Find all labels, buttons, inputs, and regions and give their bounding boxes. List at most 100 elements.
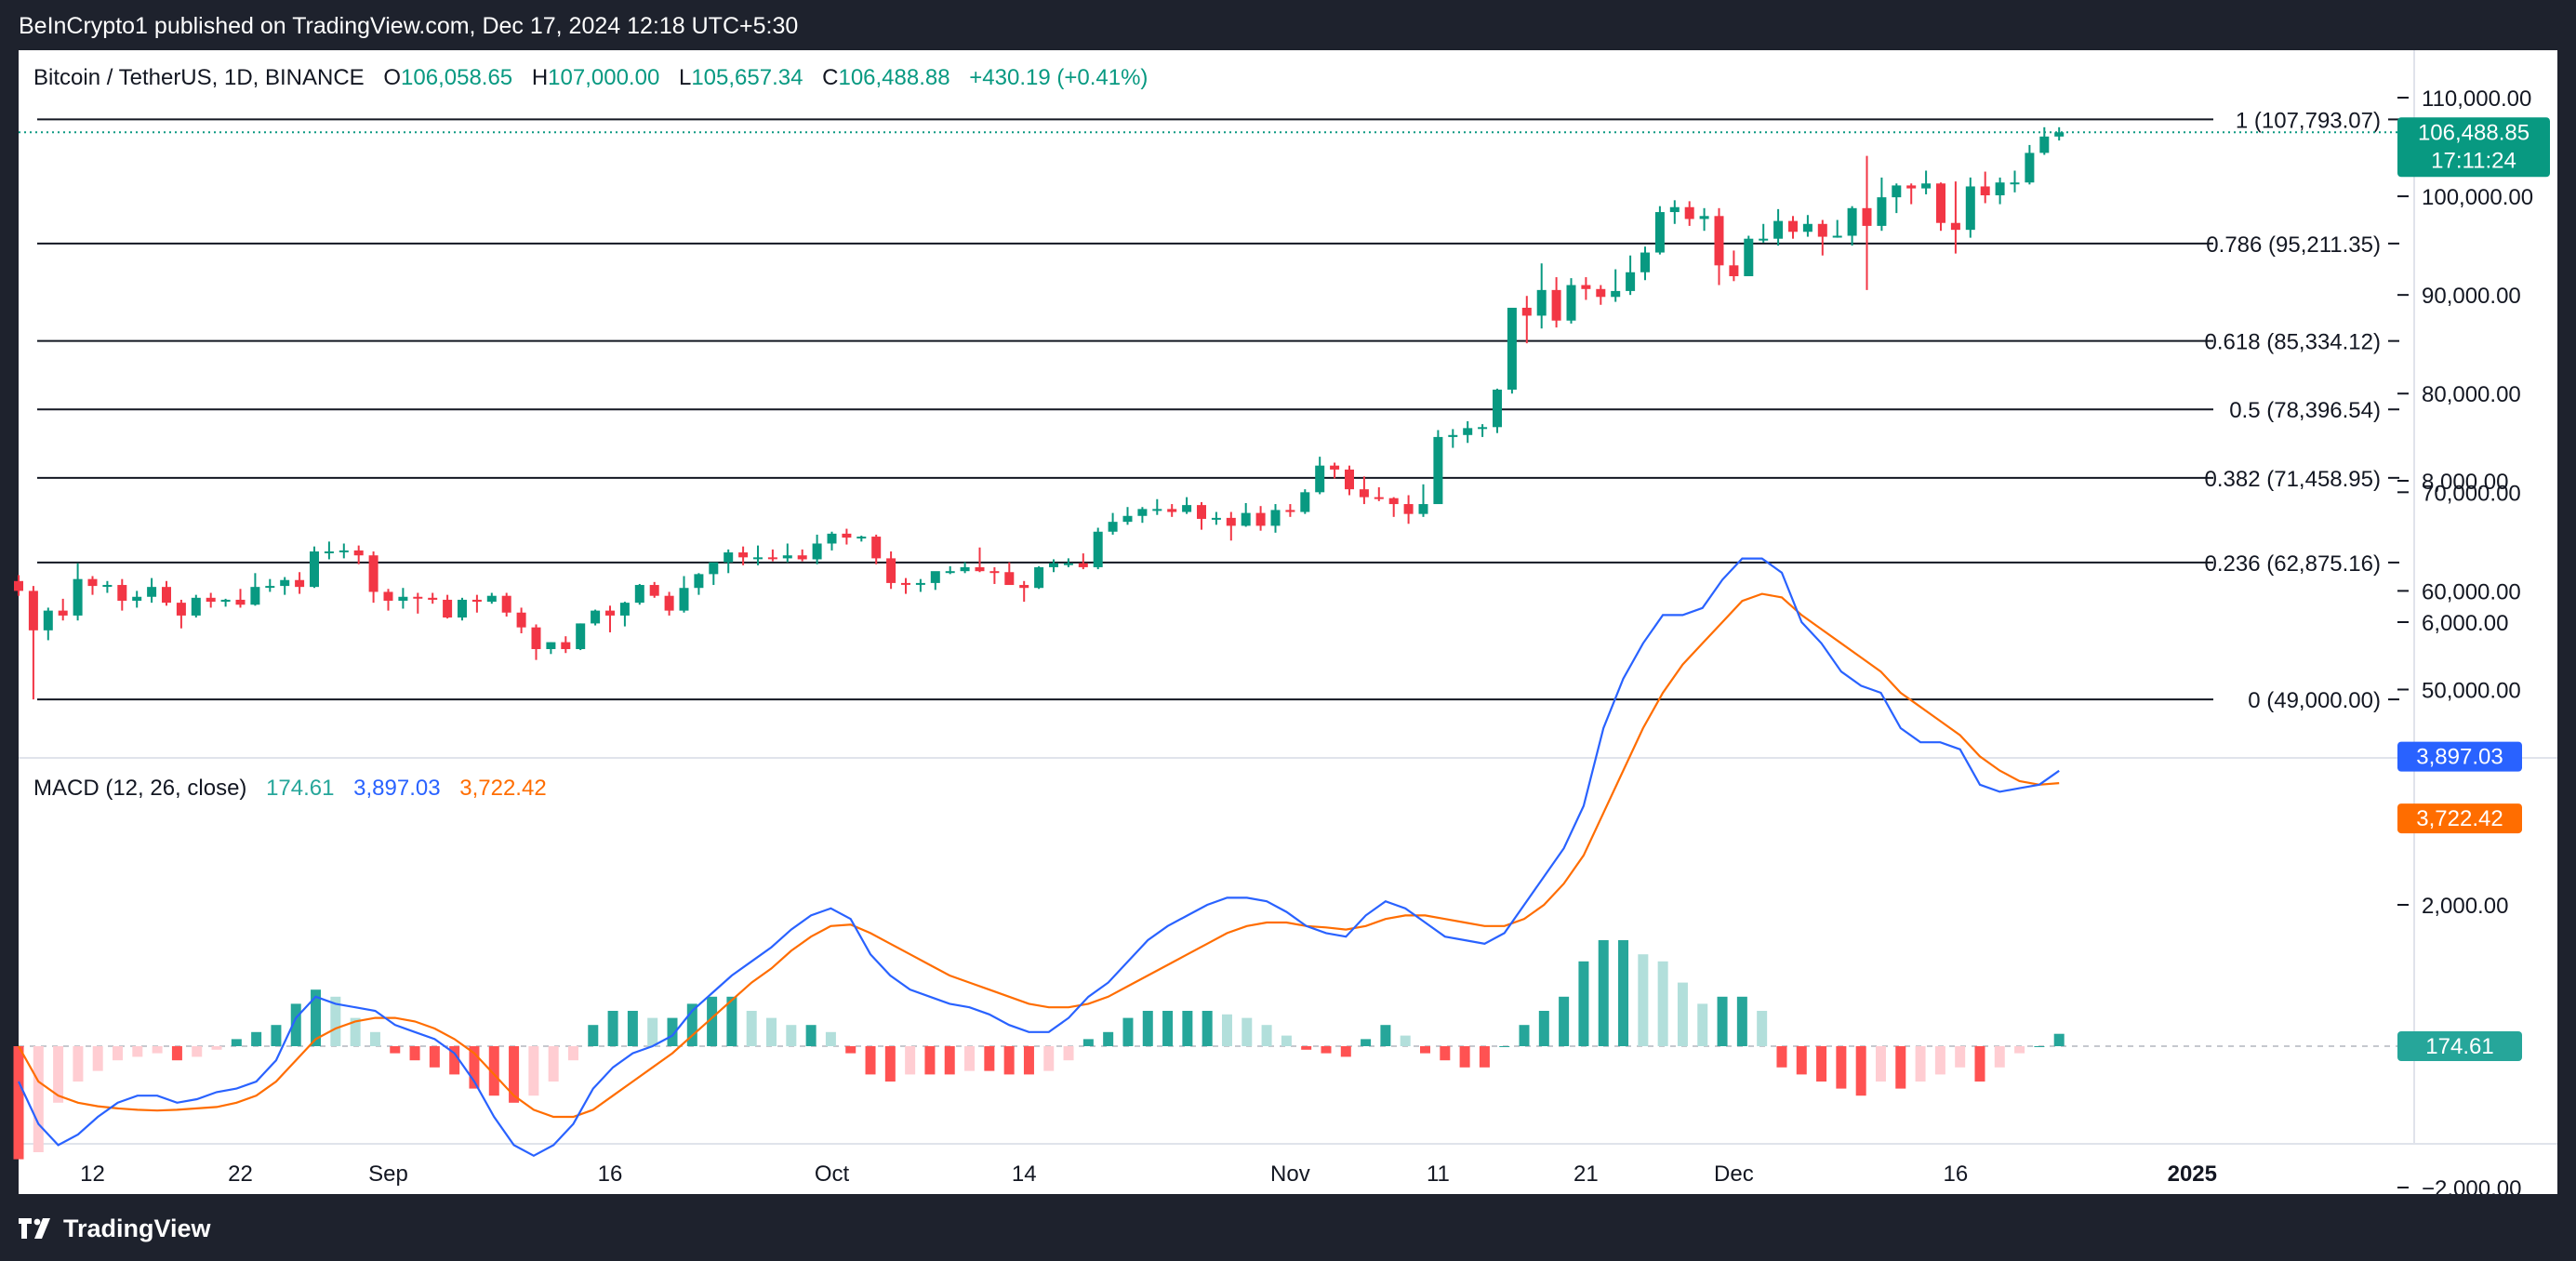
- symbol-legend: Bitcoin / TetherUS, 1D, BINANCE O106,058…: [33, 65, 1148, 91]
- macd-histogram-bar: [1736, 996, 1747, 1046]
- candle-body: [901, 582, 910, 585]
- candle-body: [1019, 585, 1029, 589]
- candle-body: [1241, 512, 1251, 526]
- macd-histogram-bar: [1618, 940, 1629, 1046]
- candle-body: [886, 558, 896, 583]
- macd-histogram-bar: [290, 1003, 301, 1046]
- macd-histogram-bar: [805, 1025, 817, 1046]
- candle-body: [1566, 285, 1576, 321]
- candle-body: [471, 599, 482, 603]
- candle-body: [738, 552, 749, 558]
- macd-histogram-bar: [1380, 1025, 1391, 1046]
- candle-body: [132, 596, 142, 602]
- candle-body: [191, 597, 201, 616]
- candle-body: [1433, 436, 1443, 505]
- candle-body: [1759, 238, 1769, 241]
- time-axis-label: 16: [598, 1161, 623, 1187]
- candle-body: [1108, 522, 1118, 532]
- candle-body: [619, 603, 630, 616]
- candle-body: [1877, 197, 1887, 226]
- candle-body: [2010, 182, 2020, 185]
- candle-body: [1004, 572, 1015, 586]
- macd-histogram-bar: [429, 1046, 440, 1068]
- fib-label: 0 (49,000.00): [2248, 688, 2381, 713]
- macd-histogram-bar: [449, 1046, 460, 1075]
- candle-body: [1374, 497, 1384, 499]
- macd-histogram-bar: [548, 1046, 559, 1082]
- low-value: 105,657.34: [691, 65, 803, 90]
- candle-body: [531, 627, 541, 649]
- candle-body: [1345, 469, 1354, 490]
- macd-histogram-bar: [1321, 1046, 1332, 1054]
- candle-body: [1359, 489, 1369, 498]
- candle-body: [797, 555, 807, 560]
- macd-histogram-bar: [1875, 1046, 1886, 1082]
- tradingview-brand[interactable]: TradingView: [19, 1215, 211, 1242]
- macd-histogram-bar: [1420, 1046, 1431, 1054]
- candle-body: [368, 555, 378, 592]
- candle-body: [1551, 289, 1561, 321]
- macd-histogram-bar: [152, 1046, 163, 1054]
- candle-body: [176, 603, 186, 616]
- macd-histogram-bar: [1578, 961, 1589, 1046]
- macd-title: MACD (12, 26, close): [33, 776, 247, 801]
- macd-histogram-bar: [251, 1031, 262, 1046]
- price-axis-label: 60,000.00: [2422, 579, 2521, 604]
- macd-value-tag-text: 3,897.03: [2416, 745, 2503, 770]
- candle-body: [1536, 289, 1547, 316]
- candle-body: [767, 557, 777, 560]
- candle-body: [250, 587, 260, 605]
- candle-body: [989, 571, 1000, 574]
- candle-body: [486, 595, 497, 603]
- candle-body: [1049, 563, 1058, 567]
- macd-histogram-value: 174.61: [266, 776, 335, 801]
- macd-histogram-bar: [1122, 1017, 1134, 1046]
- candle-body: [1063, 563, 1073, 565]
- candle-body: [1714, 216, 1724, 266]
- candle-body: [1270, 510, 1281, 526]
- candle-body: [1817, 223, 1827, 237]
- macd-histogram-bar: [845, 1046, 856, 1054]
- candle-body: [1493, 389, 1502, 428]
- macd-histogram-bar: [707, 996, 718, 1046]
- fib-label: 1 (107,793.07): [2236, 108, 2381, 133]
- chart-panel[interactable]: [19, 50, 2557, 1194]
- high-value: 107,000.00: [548, 65, 660, 90]
- macd-histogram-bar: [984, 1046, 995, 1071]
- macd-histogram-bar: [865, 1046, 876, 1075]
- macd-histogram-bar: [1638, 954, 1649, 1046]
- candle-body: [960, 566, 970, 572]
- candle-body: [1403, 504, 1414, 514]
- candle-body: [1093, 531, 1103, 567]
- candle-body: [339, 550, 349, 552]
- candle-body: [310, 551, 319, 588]
- macd-histogram-bar: [1519, 1025, 1530, 1046]
- candle-body: [162, 587, 171, 604]
- candle-body: [1847, 207, 1857, 236]
- candle-body: [102, 585, 113, 588]
- price-axis-label: 80,000.00: [2422, 382, 2521, 407]
- candle-body: [1122, 515, 1133, 523]
- macd-histogram-bar: [528, 1046, 539, 1096]
- candle-body: [561, 642, 571, 649]
- candle-body: [1773, 220, 1784, 239]
- macd-histogram-bar: [1479, 1046, 1490, 1068]
- time-axis-label: Oct: [815, 1161, 850, 1187]
- candle-body: [443, 599, 453, 618]
- macd-histogram-bar: [1855, 1046, 1866, 1096]
- macd-histogram-bar: [350, 1017, 361, 1046]
- candle-body: [1255, 512, 1266, 526]
- candle-body: [235, 599, 246, 605]
- candle-body: [1936, 183, 1945, 223]
- candle-body: [842, 533, 852, 538]
- macd-histogram-bar: [1202, 1011, 1213, 1046]
- time-axis-label: Dec: [1714, 1161, 1754, 1187]
- candle-body: [1478, 427, 1488, 430]
- candle-body: [1640, 252, 1650, 272]
- candle-body: [280, 579, 290, 587]
- macd-histogram-bar: [73, 1046, 84, 1082]
- candle-body: [383, 591, 393, 602]
- macd-histogram-bar: [1915, 1046, 1926, 1082]
- change-value: +430.19 (+0.41%): [969, 65, 1149, 90]
